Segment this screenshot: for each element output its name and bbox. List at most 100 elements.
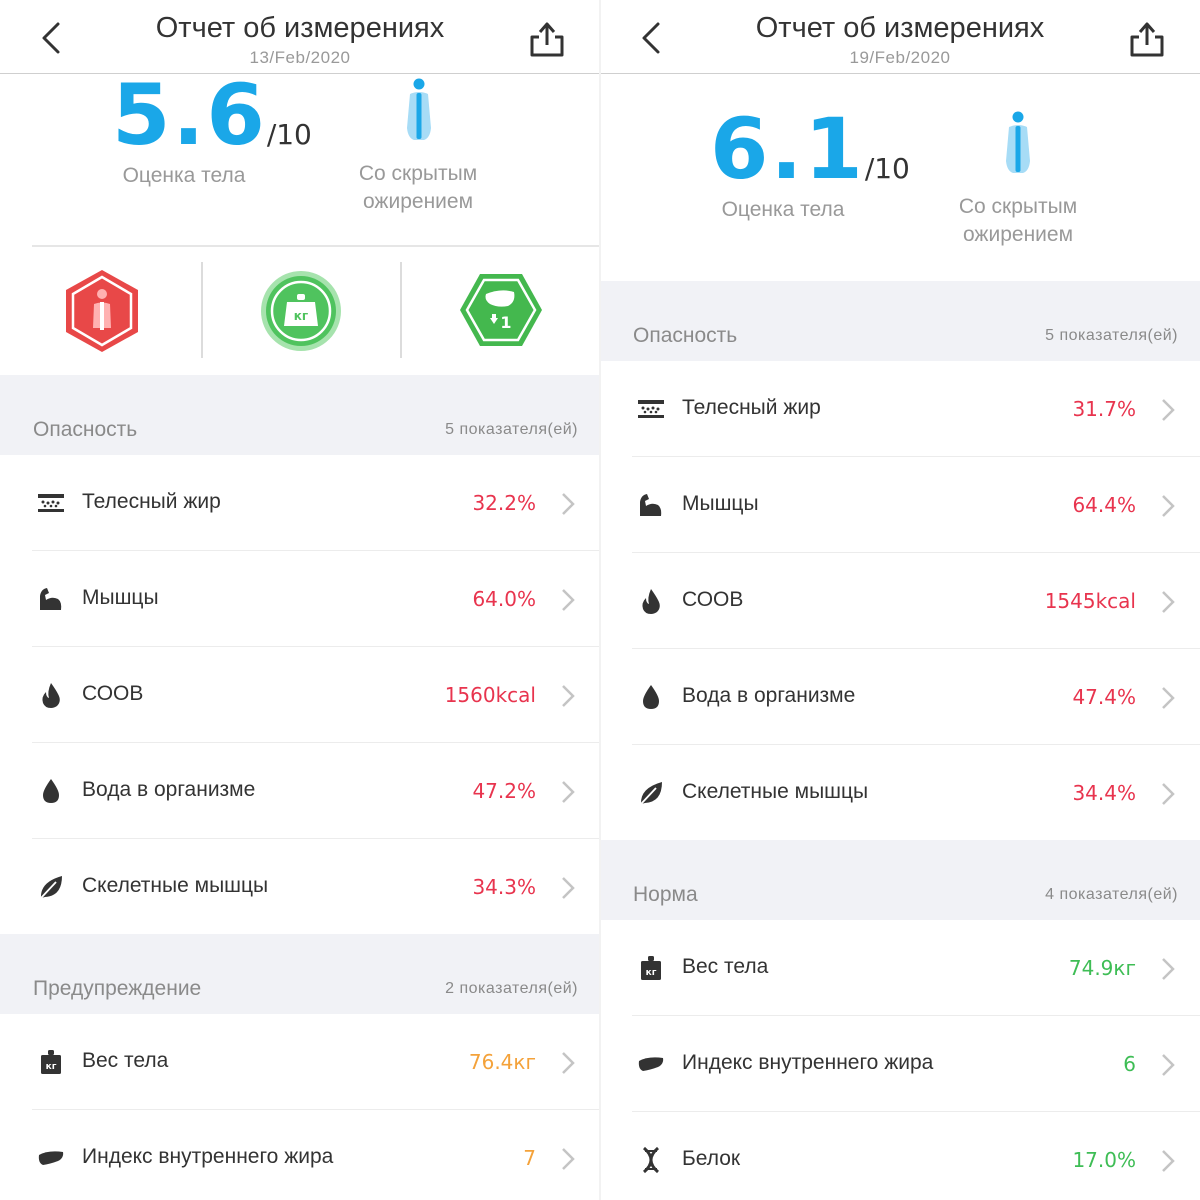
chevron-right-icon [1162, 687, 1175, 709]
metric-row-body-fat[interactable]: Телесный жир 32.2% [0, 455, 600, 551]
body-type-label: Со скрытым ожирением [358, 162, 478, 213]
metric-row-muscle[interactable]: Мышцы 64.4% [600, 457, 1200, 553]
metric-label: Вес тела [682, 955, 769, 978]
chevron-right-icon [1162, 399, 1175, 421]
muscle-icon [640, 494, 662, 516]
share-icon[interactable] [526, 18, 568, 60]
metric-row-visceral-fat[interactable]: Индекс внутреннего жира 7 [0, 1110, 600, 1200]
liver-hexagon-icon[interactable]: 1 [458, 272, 544, 348]
metric-label: Индекс внутреннего жира [82, 1145, 334, 1168]
metric-label: Скелетные мышцы [82, 874, 269, 897]
body-score-label: Оценка тела [721, 198, 845, 221]
chevron-right-icon [1162, 1054, 1175, 1076]
metric-label: Мышцы [82, 586, 159, 609]
metric-row-bmr[interactable]: СООВ 1545kcal [600, 553, 1200, 649]
metric-row-water[interactable]: Вода в организме 47.4% [600, 649, 1200, 745]
chevron-right-icon [562, 781, 575, 803]
metric-row-body-fat[interactable]: Телесный жир 31.7% [600, 361, 1200, 457]
section-count: 4 показателя(ей) [1045, 886, 1178, 903]
metric-label: Вода в организме [682, 684, 856, 707]
metric-value: 47.2% [472, 779, 536, 803]
metric-value: 17.0% [1072, 1148, 1136, 1172]
metric-row-bmr[interactable]: СООВ 1560kcal [0, 647, 600, 743]
metric-value: 47.4% [1072, 685, 1136, 709]
body-score-max: /10 [864, 152, 910, 185]
body-score: 6.1/10 [710, 100, 910, 198]
metric-value: 31.7% [1072, 397, 1136, 421]
metric-row-visceral-fat[interactable]: Индекс внутреннего жира 6 [600, 1016, 1200, 1112]
back-chevron-icon[interactable] [634, 18, 674, 58]
row-divider [32, 645, 600, 647]
leaf-icon [40, 876, 62, 899]
chevron-right-icon [1162, 495, 1175, 517]
metric-label: Белок [682, 1147, 741, 1170]
section-title: Опасность [33, 418, 138, 441]
weight-icon: кг [641, 956, 661, 980]
metric-row-muscle[interactable]: Мышцы 64.0% [0, 551, 600, 647]
badge-separator [400, 262, 402, 358]
body-score-value: 5.6 [112, 66, 267, 164]
report-screen-left: Отчет об измерениях 13/Feb/2020 5.6/10 О… [0, 12, 600, 1200]
metric-row-weight[interactable]: кг Вес тела 74.9кг [600, 920, 1200, 1016]
metric-value: 64.4% [1072, 493, 1136, 517]
section-header-normal: Норма 4 показателя(ей) [600, 840, 1200, 920]
panel-divider [599, 0, 601, 1200]
metric-label: Скелетные мышцы [682, 780, 869, 803]
chevron-right-icon [1162, 1150, 1175, 1172]
section-count: 5 показателя(ей) [1045, 327, 1178, 344]
body-score-value: 6.1 [710, 100, 865, 198]
metric-row-protein[interactable]: Белок 17.0% [600, 1112, 1200, 1200]
chevron-right-icon [562, 1052, 575, 1074]
leaf-icon [640, 782, 662, 805]
section-title: Опасность [633, 324, 738, 347]
metric-label: Мышцы [682, 492, 759, 515]
metric-row-skeletal-muscle[interactable]: Скелетные мышцы 34.3% [0, 839, 600, 935]
section-title: Норма [633, 883, 698, 906]
chevron-right-icon [562, 493, 575, 515]
chevron-right-icon [562, 877, 575, 899]
metric-row-water[interactable]: Вода в организме 47.2% [0, 743, 600, 839]
body-fat-icon [638, 400, 664, 418]
flame-icon [42, 683, 60, 708]
row-divider [32, 1108, 600, 1110]
metric-label: Телесный жир [682, 396, 821, 419]
metric-value: 34.4% [1072, 781, 1136, 805]
metric-row-skeletal-muscle[interactable]: Скелетные мышцы 34.4% [600, 745, 1200, 841]
page-title: Отчет об измерениях [155, 12, 445, 44]
report-screen-right: Отчет об измерениях 19/Feb/2020 6.1/10 О… [600, 0, 1200, 1200]
report-date: 19/Feb/2020 [849, 48, 951, 67]
badge-kg-text: кг [294, 309, 308, 323]
metric-value: 64.0% [472, 587, 536, 611]
svg-text:кг: кг [646, 968, 657, 978]
section-count: 2 показателя(ей) [445, 980, 578, 997]
metric-value: 1545kcal [1044, 589, 1136, 613]
row-divider [632, 647, 1200, 649]
body-score-max: /10 [266, 118, 312, 151]
metric-label: Вода в организме [82, 778, 256, 801]
weight-kg-icon[interactable]: кг [260, 270, 342, 352]
row-divider [32, 741, 600, 743]
badge-liver-text: 1 [500, 313, 511, 332]
row-divider [32, 549, 600, 551]
metric-row-weight[interactable]: кг Вес тела 76.4кг [0, 1014, 600, 1110]
chevron-right-icon [562, 1148, 575, 1170]
metric-value: 1560kcal [444, 683, 536, 707]
body-hexagon-icon[interactable] [64, 268, 140, 354]
metric-value: 76.4кг [468, 1050, 536, 1074]
share-icon[interactable] [1126, 18, 1168, 60]
badge-separator [201, 262, 203, 358]
section-count: 5 показателя(ей) [445, 421, 578, 438]
chevron-right-icon [1162, 783, 1175, 805]
metric-label: СООВ [82, 682, 144, 705]
row-divider [632, 743, 1200, 745]
body-fat-icon [38, 494, 64, 512]
flame-icon [642, 589, 660, 614]
water-drop-icon [643, 685, 659, 709]
page-title: Отчет об измерениях [755, 12, 1045, 44]
liver-icon [38, 1151, 64, 1165]
back-chevron-icon[interactable] [34, 18, 74, 58]
body-score: 5.6/10 [112, 66, 312, 164]
report-date: 13/Feb/2020 [249, 48, 351, 67]
divider [32, 245, 600, 247]
metric-value: 34.3% [472, 875, 536, 899]
